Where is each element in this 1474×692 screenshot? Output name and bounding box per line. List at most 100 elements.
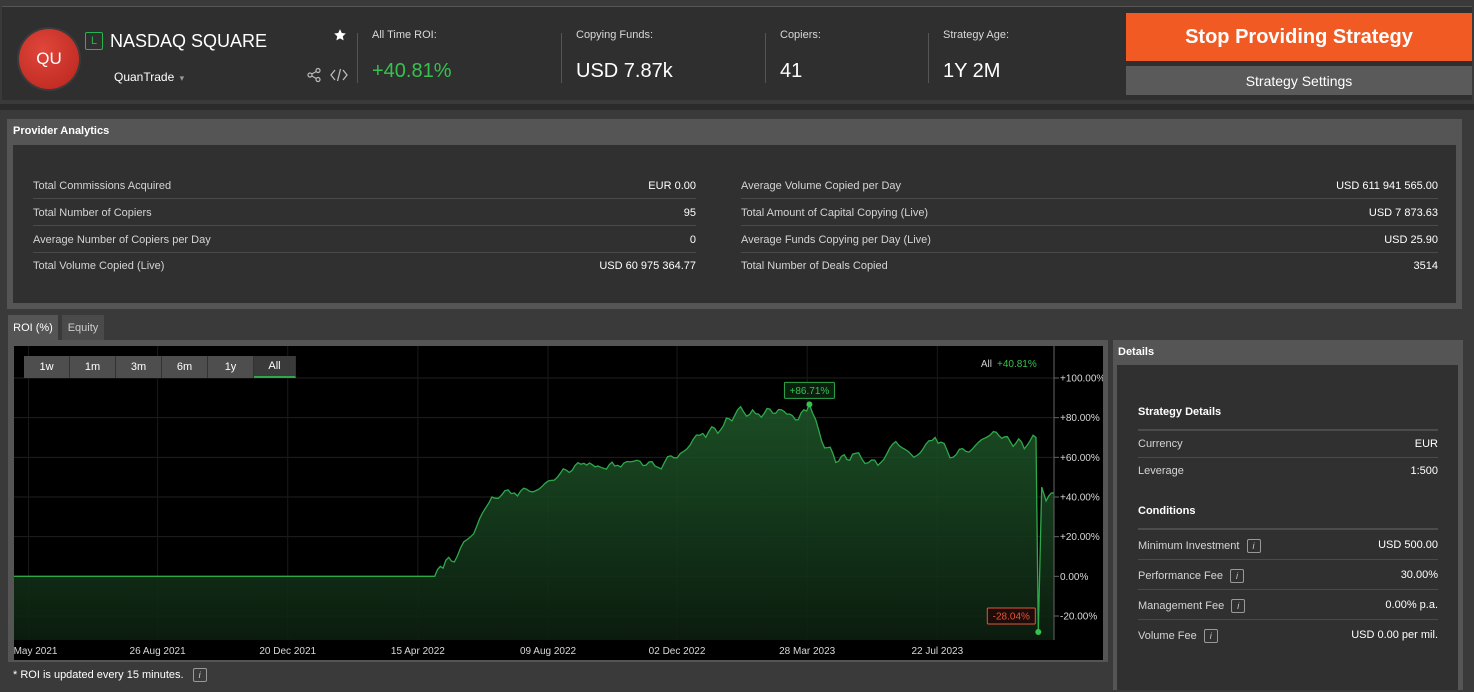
- detail-row-management-fee: Management Fee i 0.00% p.a.: [1138, 590, 1438, 620]
- min-label-box: [986, 607, 1036, 625]
- range-1y-button[interactable]: 1y: [208, 356, 254, 378]
- max-label-box: [783, 381, 835, 399]
- min-point: [1035, 628, 1042, 635]
- x-tick-label: 15 Apr 2022: [391, 646, 445, 657]
- panel-title: Details: [1118, 346, 1155, 358]
- roi-series-line: [14, 402, 1055, 632]
- row-label: Volume Fee i: [1138, 629, 1218, 643]
- provider-analytics-panel: Provider Analytics Total Commissions Acq…: [7, 119, 1462, 309]
- stat-value-copiers: 41: [780, 60, 803, 82]
- analytics-row: Total Commissions Acquired EUR 0.00: [33, 172, 696, 199]
- row-label-text: Performance Fee: [1138, 569, 1223, 582]
- row-value: USD 0.00 per mil.: [1351, 629, 1438, 641]
- info-icon[interactable]: i: [1230, 569, 1245, 583]
- star-icon[interactable]: [333, 28, 347, 42]
- row-value: EUR 0.00: [648, 180, 696, 192]
- row-label: Total Number of Copiers: [33, 207, 152, 219]
- row-label-text: Management Fee: [1138, 599, 1225, 612]
- row-label: Total Volume Copied (Live): [33, 260, 165, 272]
- y-tick-label: 0.00%: [1060, 572, 1088, 583]
- stat-value-roi: +40.81%: [372, 60, 452, 82]
- row-label-text: Minimum Investment: [1138, 539, 1240, 552]
- roi-chart[interactable]: +86.71% -28.04% +100.00% +80.00% +60.00% +40…: [0, 346, 1105, 660]
- x-tick-label: 03 May 2021: [14, 646, 58, 657]
- divider: [765, 33, 766, 83]
- row-value: 0: [689, 234, 696, 246]
- x-tick-label: 02 Dec 2022: [649, 646, 706, 657]
- stat-value-strategy-age: 1Y 2M: [943, 60, 1001, 82]
- footnote-text: * ROI is updated every 15 minutes.: [13, 668, 184, 681]
- row-label: Average Volume Copied per Day: [741, 180, 902, 192]
- panel-title: Provider Analytics: [13, 125, 110, 137]
- range-6m-button[interactable]: 6m: [162, 356, 208, 378]
- y-tick-label: +100.00%: [1060, 374, 1103, 385]
- range-selector: 1w 1m 3m 6m 1y All: [24, 356, 296, 378]
- legend-value: +40.81%: [997, 359, 1037, 370]
- strategy-details-title: Strategy Details: [1138, 406, 1222, 418]
- stop-providing-button[interactable]: Stop Providing Strategy: [1126, 13, 1472, 61]
- analytics-row: Total Number of Copiers 95: [33, 199, 696, 226]
- detail-row-volume-fee: Volume Fee i USD 0.00 per mil.: [1138, 620, 1438, 650]
- x-tick-label: 28 Mar 2023: [779, 646, 836, 657]
- info-icon[interactable]: i: [1246, 539, 1261, 553]
- provider-dropdown[interactable]: QuanTrade ▾: [114, 70, 184, 84]
- row-label: Average Funds Copying per Day (Live): [741, 234, 931, 246]
- analytics-table: Total Commissions Acquired EUR 0.00 Total…: [13, 145, 1456, 303]
- info-icon[interactable]: i: [1231, 599, 1246, 613]
- x-tick-label: 26 Aug 2021: [130, 646, 187, 657]
- analytics-row: Average Funds Copying per Day (Live) USD …: [741, 226, 1438, 253]
- legend-label: All: [981, 359, 992, 370]
- stat-label-copiers: Copiers:: [780, 29, 821, 41]
- share-icon[interactable]: [306, 67, 322, 83]
- detail-row-currency: Currency EUR: [1138, 431, 1438, 458]
- row-label: Minimum Investment i: [1138, 539, 1261, 553]
- row-label: Leverage: [1138, 465, 1184, 477]
- row-value: 95: [683, 207, 696, 219]
- y-tick-label: +40.00%: [1060, 493, 1100, 504]
- analytics-row: Total Amount of Capital Copying (Live) US…: [741, 199, 1438, 226]
- row-label: Currency: [1138, 438, 1183, 450]
- details-content: Strategy Details Currency EUR Leverage 1:5…: [1117, 365, 1458, 690]
- roi-footnote: * ROI is updated every 15 minutes. i: [13, 668, 207, 682]
- analytics-row: Average Number of Copiers per Day 0: [33, 226, 696, 253]
- row-label: Total Amount of Capital Copying (Live): [741, 207, 929, 219]
- row-value: USD 611 941 565.00: [1336, 180, 1438, 192]
- stat-value-copying-funds: USD 7.87k: [576, 60, 673, 82]
- range-all-button[interactable]: All: [254, 356, 296, 378]
- roi-area: [14, 404, 1054, 640]
- min-label: -28.04%: [993, 611, 1030, 622]
- divider: [1138, 429, 1438, 431]
- y-tick-label: -20.00%: [1060, 612, 1097, 623]
- row-label: Management Fee i: [1138, 599, 1246, 613]
- analytics-row: Total Number of Deals Copied 3514: [741, 252, 1438, 279]
- x-tick-label: 20 Dec 2021: [259, 646, 316, 657]
- divider: [928, 33, 929, 83]
- tab-roi[interactable]: ROI (%): [8, 315, 58, 340]
- conditions-title: Conditions: [1138, 505, 1196, 517]
- embed-code-icon[interactable]: [330, 68, 348, 82]
- row-label-text: Volume Fee: [1138, 629, 1197, 642]
- stat-label-copying-funds: Copying Funds:: [576, 29, 654, 41]
- tab-equity[interactable]: Equity: [62, 315, 104, 340]
- range-3m-button[interactable]: 3m: [116, 356, 162, 378]
- info-icon[interactable]: i: [192, 668, 207, 682]
- divider: [561, 33, 562, 83]
- analytics-row: Total Volume Copied (Live) USD 60 975 364…: [33, 252, 696, 279]
- row-label: Performance Fee i: [1138, 569, 1245, 583]
- strategy-name: NASDAQ SQUARE: [110, 31, 268, 51]
- range-1w-button[interactable]: 1w: [24, 356, 70, 378]
- info-icon[interactable]: i: [1203, 629, 1218, 643]
- stat-label-strategy-age: Strategy Age:: [943, 29, 1010, 41]
- x-tick-label: 09 Aug 2022: [520, 646, 577, 657]
- strategy-avatar: QU: [19, 29, 79, 89]
- analytics-row: Average Volume Copied per Day USD 611 941…: [741, 172, 1438, 199]
- strategy-settings-button[interactable]: Strategy Settings: [1126, 66, 1472, 95]
- range-1m-button[interactable]: 1m: [70, 356, 116, 378]
- row-value: USD 60 975 364.77: [599, 260, 696, 272]
- y-tick-label: +20.00%: [1060, 532, 1100, 543]
- row-value: 3514: [1413, 260, 1438, 272]
- strategy-header: QU L NASDAQ SQUARE QuanTrade ▾ All Time …: [2, 6, 1472, 100]
- chevron-down-icon: ▾: [179, 73, 185, 83]
- row-value: USD 7 873.63: [1368, 207, 1438, 219]
- row-value: USD 25.90: [1384, 234, 1438, 246]
